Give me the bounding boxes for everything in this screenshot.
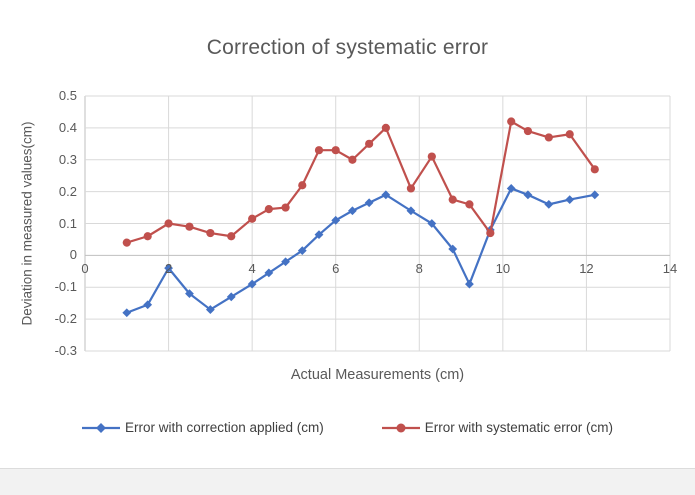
legend-marker-blue-icon [81,422,120,433]
data-point [348,155,357,164]
data-point [248,214,257,223]
data-point [331,215,341,225]
y-tick-label: -0.2 [54,311,77,327]
data-point [185,222,194,231]
data-point [448,195,457,204]
data-point [365,139,374,148]
x-tick-label: 0 [81,261,89,277]
chart-legend: Error with correction applied (cm) Error… [0,420,695,435]
data-point [590,190,600,200]
data-point [143,300,153,310]
y-tick-label: -0.3 [54,343,77,358]
legend-marker-red-icon [381,423,420,432]
data-point [122,308,132,318]
data-point [406,184,416,193]
data-point [506,184,516,193]
data-point [264,268,274,278]
legend-item-correction-applied: Error with correction applied (cm) [81,420,324,435]
data-point [314,146,324,155]
data-point [298,181,307,190]
legend-label-systematic-error: Error with systematic error (cm) [424,420,614,435]
data-point [381,123,390,132]
series-line-0 [125,187,596,314]
data-point [122,238,131,247]
data-point [544,199,554,209]
y-tick-label: 0.2 [58,183,77,199]
x-axis-title: Actual Measurements (cm) [290,367,465,383]
data-point [227,232,236,241]
data-point [297,246,307,255]
data-point [427,152,436,161]
y-axis-title: Deviation in measured values(cm) [19,121,35,326]
x-tick-label: 10 [495,261,511,277]
data-point [465,279,474,289]
data-point [465,200,474,209]
data-point [406,206,416,216]
data-point [364,198,374,208]
data-point [523,190,533,200]
y-tick-label: 0.4 [58,119,77,135]
data-point [486,228,495,238]
data-point [331,146,340,155]
data-point [381,190,391,200]
y-tick-label: -0.1 [54,279,77,295]
data-point [164,263,173,273]
data-point [565,195,575,204]
data-point [185,289,194,299]
legend-label-correction-applied: Error with correction applied (cm) [124,420,324,435]
data-point [247,279,257,289]
series-line-1 [125,120,596,244]
data-point [565,130,574,139]
data-point [264,205,273,214]
bottom-strip [0,468,695,495]
data-point [164,219,173,228]
data-point [523,126,533,136]
x-tick-label: 12 [579,261,594,277]
data-point [448,244,458,254]
x-tick-label: 8 [415,261,423,277]
data-point [590,165,599,174]
data-point [348,206,357,216]
x-tick-label: 6 [332,261,340,277]
x-tick-label: 14 [662,261,678,277]
legend-item-systematic-error: Error with systematic error (cm) [381,420,614,435]
data-point [507,117,516,126]
data-point [205,305,215,314]
data-point [226,292,236,302]
data-point [314,230,324,240]
y-tick-label: 0.3 [58,151,77,167]
chart-title: Correction of systematic error [206,36,489,59]
y-tick-label: 0.1 [58,215,77,231]
y-tick-label: 0.5 [58,88,77,103]
x-tick-label: 4 [248,261,256,277]
data-point [143,232,152,241]
data-point [206,228,215,238]
data-point [281,203,290,212]
data-point [427,219,437,228]
x-tick-label: 2 [164,261,173,277]
data-point [544,133,553,142]
y-tick-label: 0 [69,247,77,263]
data-point [281,257,290,267]
